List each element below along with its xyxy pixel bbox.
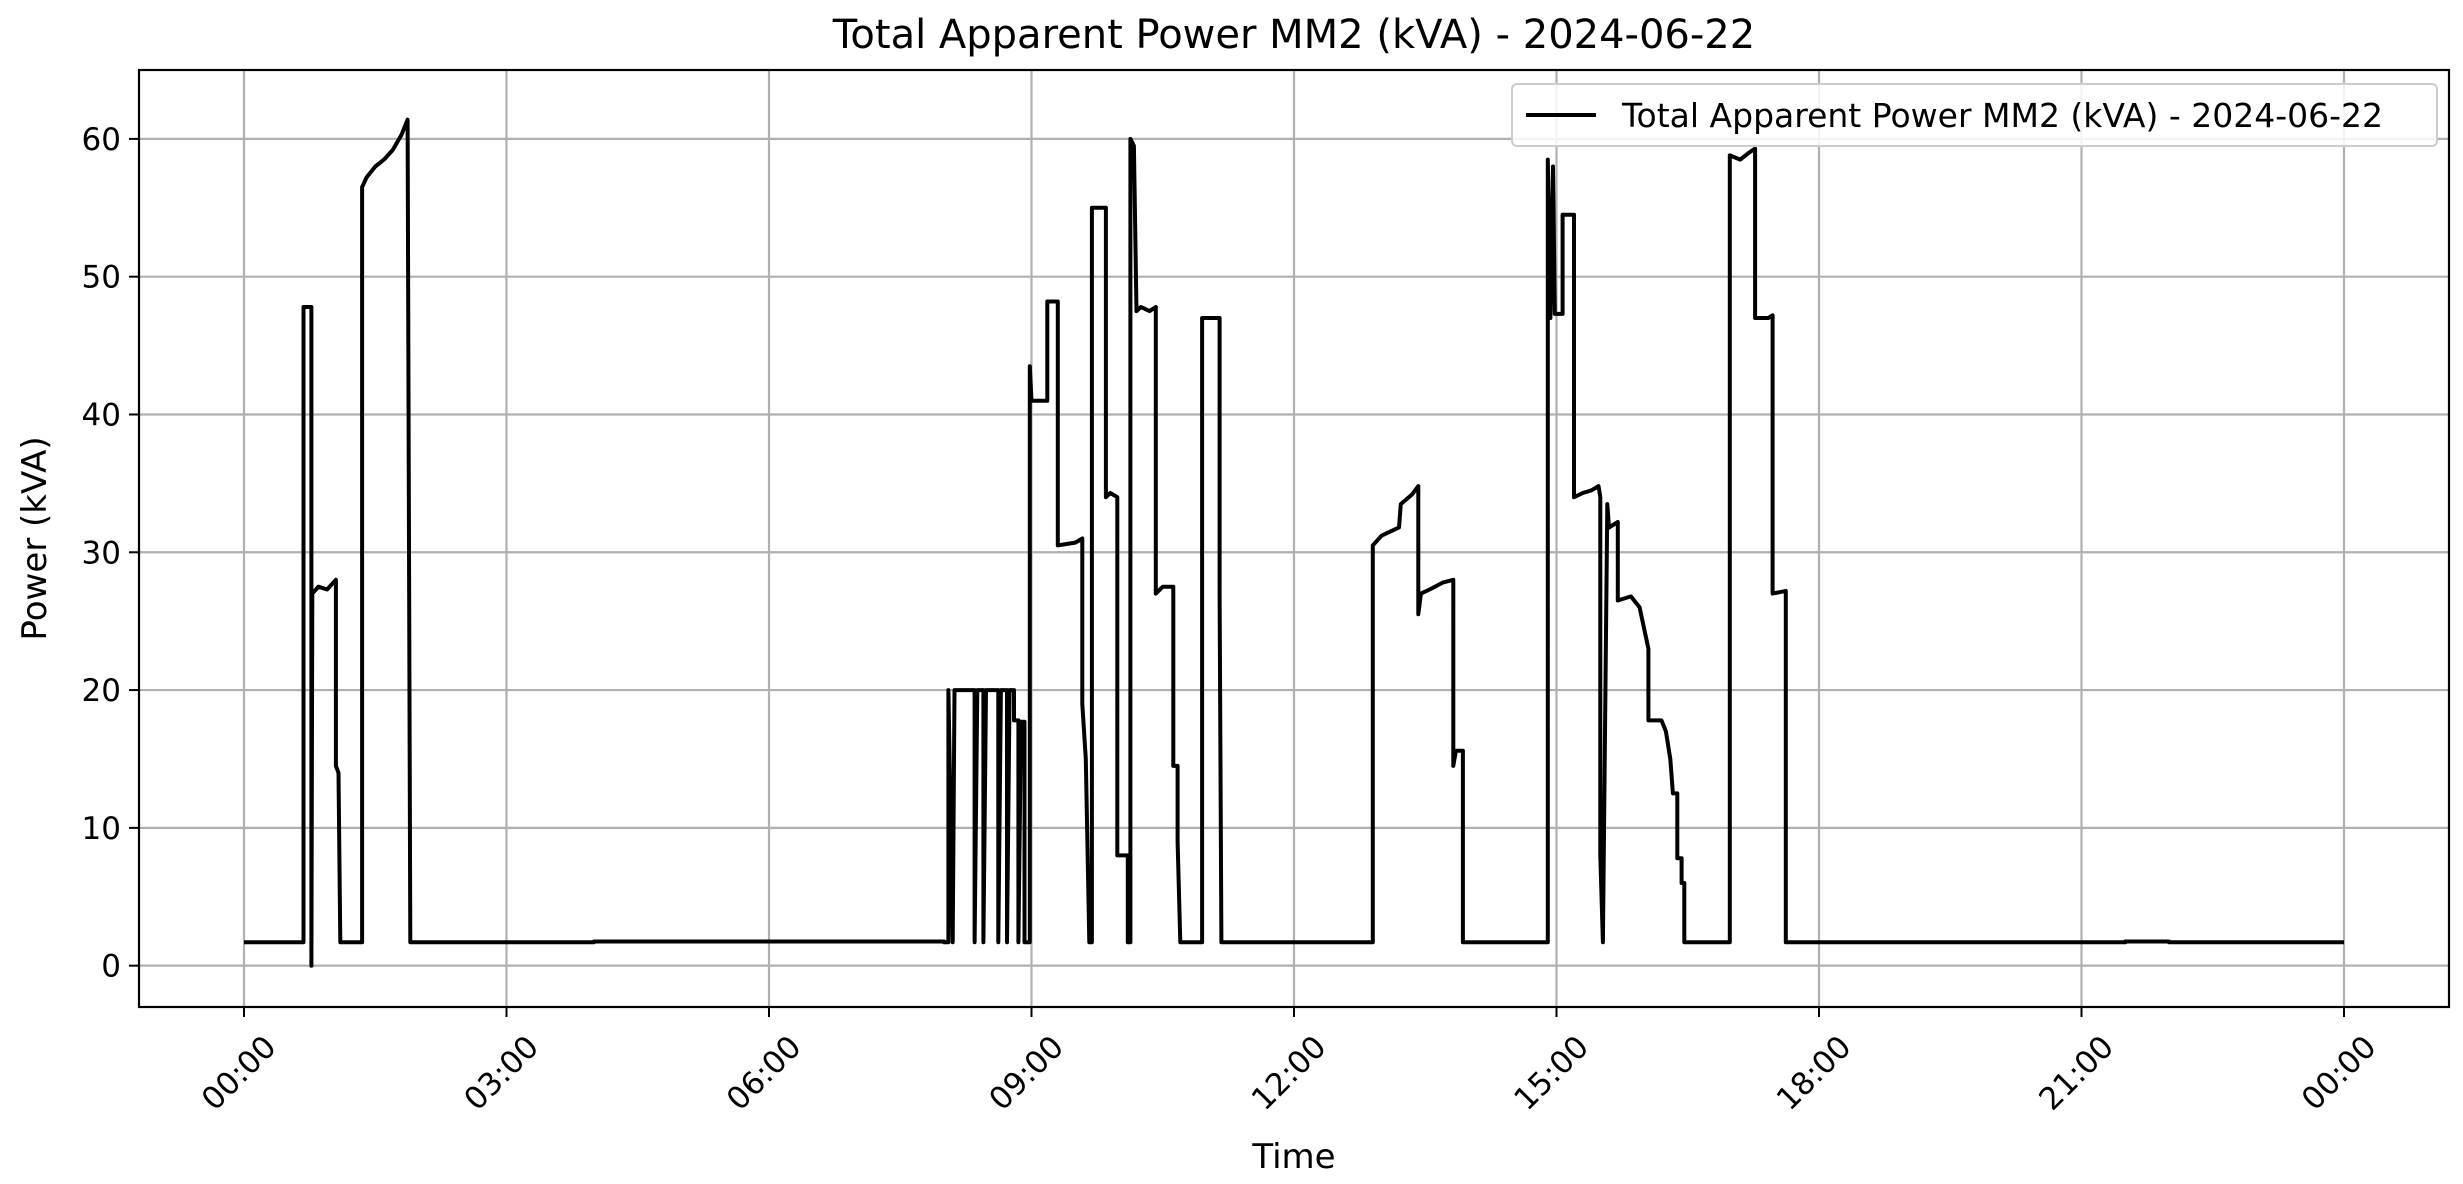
y-tick-label: 30 (82, 535, 121, 571)
x-axis-label: Time (1251, 1137, 1335, 1177)
y-axis-label: Power (kVA) (15, 436, 55, 640)
legend-label: Total Apparent Power MM2 (kVA) - 2024-06… (1621, 96, 2383, 135)
y-tick-label: 50 (82, 260, 121, 296)
y-tick-label: 0 (101, 949, 121, 985)
legend-box (1511, 83, 2438, 147)
y-tick-label: 40 (82, 397, 121, 433)
grid-layer (139, 70, 2449, 1007)
y-tick-label: 20 (82, 673, 121, 709)
chart-title: Total Apparent Power MM2 (kVA) - 2024-06… (832, 12, 1755, 58)
y-tick-label: 10 (82, 811, 121, 847)
y-tick-label: 60 (82, 122, 121, 158)
series-layer (244, 117, 2344, 968)
legend: Total Apparent Power MM2 (kVA) - 2024-06… (1511, 83, 2438, 147)
series-line (244, 117, 2344, 968)
